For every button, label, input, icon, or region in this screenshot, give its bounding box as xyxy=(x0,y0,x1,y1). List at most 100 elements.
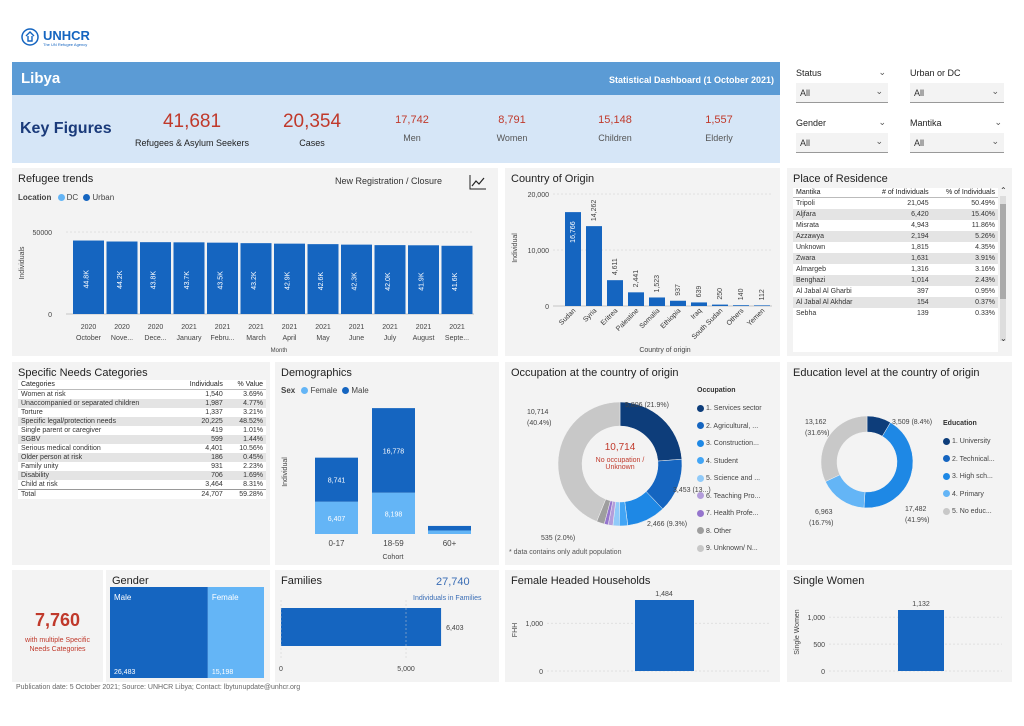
bar-label: 16,766 xyxy=(570,221,577,243)
slice-label: 3,509 (8.4%) xyxy=(892,419,932,426)
slicer-status[interactable]: Status ⌄ All ⌄ xyxy=(790,63,894,107)
table-row: Older person at risk 186 0.45% xyxy=(18,453,266,462)
chevron-down-icon[interactable]: ⌄ xyxy=(994,117,1002,127)
donut-slice xyxy=(825,474,866,509)
line-chart-icon[interactable] xyxy=(469,174,487,190)
legend-item[interactable]: 1. University xyxy=(943,433,995,451)
bar xyxy=(274,243,305,314)
slicer-mantika-label: Mantika xyxy=(910,118,942,128)
x-tick-label: 0 xyxy=(279,666,283,673)
legend-item[interactable]: 5. Science and ... xyxy=(697,470,762,488)
slicer-status-value: All xyxy=(800,88,811,98)
kpi-cases-value: 20,354 xyxy=(282,111,342,132)
scroll-up-icon[interactable]: ⌃ xyxy=(1000,186,1007,195)
residence-scrollbar[interactable] xyxy=(1000,196,1006,341)
slicer-mantika-dropdown[interactable]: All ⌄ xyxy=(910,133,1004,153)
legend-item[interactable]: 2. Agricultural, ... xyxy=(697,418,762,436)
needs-col-categories[interactable]: Categories xyxy=(18,380,177,390)
bar xyxy=(635,600,694,671)
needs-cell: Women at risk xyxy=(21,391,66,398)
x-tick-label: August xyxy=(413,335,435,342)
residence-col-mantika[interactable]: Mantika xyxy=(793,188,869,198)
bar xyxy=(649,297,665,306)
table-row: Single parent or caregiver 419 1.01% xyxy=(18,426,266,435)
needs-col-percent[interactable]: % Value xyxy=(225,380,266,390)
needs-cell: Single parent or caregiver xyxy=(21,427,102,434)
slicer-gender-dropdown[interactable]: All ⌄ xyxy=(796,133,888,153)
x-tick-label: 2021 xyxy=(349,324,365,331)
chevron-down-icon: ⌄ xyxy=(991,86,999,96)
legend-item[interactable]: 2. Technical... xyxy=(943,451,995,469)
dashboard-subtitle: Statistical Dashboard (1 October 2021) xyxy=(608,75,774,85)
treemap-male xyxy=(110,587,208,678)
legend-item[interactable]: 3. Construction... xyxy=(697,435,762,453)
x-tick-label: 2021 xyxy=(248,324,264,331)
legend-swatch xyxy=(943,490,950,498)
residence-cell: 154 xyxy=(868,297,932,308)
residence-cell: Benghazi xyxy=(793,275,869,286)
kpi-elderly-label: Elderly xyxy=(705,133,733,143)
x-tick-label: Yemen xyxy=(746,307,766,327)
x-tick-label: 2021 xyxy=(449,324,465,331)
slicer-gender-value: All xyxy=(800,138,811,148)
residence-table-wrap[interactable]: Mantika # of Individuals % of Individual… xyxy=(793,188,998,352)
needs-cell: 3.21% xyxy=(243,409,263,416)
slicer-gender[interactable]: Gender ⌄ All ⌄ xyxy=(790,113,894,157)
slicer-urban-dc-dropdown[interactable]: All ⌄ xyxy=(910,83,1004,103)
needs-cell: 1,987 xyxy=(176,399,226,408)
legend-swatch xyxy=(697,422,704,430)
table-row: Torture 1,337 3.21% xyxy=(18,408,266,417)
page-title: Libya xyxy=(21,70,61,87)
occupation-center: 10,714 No occupation / Unknown xyxy=(575,442,665,471)
legend-urban-swatch xyxy=(83,194,91,202)
bar xyxy=(307,244,339,314)
legend-item[interactable]: 5. No educ... xyxy=(943,503,995,521)
bar-label: 6,407 xyxy=(328,516,346,523)
needs-cell: SGBV xyxy=(18,435,177,444)
residence-scrollbar-thumb[interactable] xyxy=(1000,204,1006,299)
y-tick-label: 1,000 xyxy=(807,615,825,622)
specific-needs-panel: Specific Needs Categories Categories Ind… xyxy=(12,362,270,565)
residence-cell: 1,815 xyxy=(911,244,929,251)
needs-cell: 1.69% xyxy=(225,471,266,480)
residence-col-individuals[interactable]: # of Individuals xyxy=(868,188,932,198)
legend-item[interactable]: 4. Primary xyxy=(943,486,995,504)
residence-cell: 0.95% xyxy=(975,288,995,295)
residence-cell: 3.16% xyxy=(975,266,995,273)
bar-label: 42.3K xyxy=(352,272,359,291)
kpi-refugees-label: Refugees & Asylum Seekers xyxy=(134,138,250,148)
legend-item[interactable]: 7. Health Profe... xyxy=(697,505,762,523)
legend-item[interactable]: 1. Services sector xyxy=(697,400,762,418)
chevron-down-icon[interactable]: ⌄ xyxy=(878,67,886,77)
legend-item[interactable]: 8. Other xyxy=(697,523,762,541)
needs-cell: 419 xyxy=(211,427,223,434)
table-row: Sebha 139 0.33% xyxy=(793,308,998,319)
scroll-down-icon[interactable]: ⌄ xyxy=(1000,334,1007,343)
needs-cell: Family unity xyxy=(21,463,59,470)
legend-item[interactable]: 4. Student xyxy=(697,453,762,471)
slicer-urban-dc[interactable]: Urban or DC All ⌄ xyxy=(904,63,1010,107)
kpi-women-value: 8,791 xyxy=(498,114,526,126)
bar xyxy=(240,243,272,314)
legend-swatch xyxy=(943,455,950,463)
kpi-children-value: 15,148 xyxy=(598,114,632,126)
needs-col-individuals[interactable]: Individuals xyxy=(176,380,226,390)
legend-label: 7. Health Profe... xyxy=(706,510,759,517)
bar-female xyxy=(428,530,471,534)
demographics-chart: 6,407 8,741 0-17 8,198 16,778 18-59 60+ Cohort I… xyxy=(282,408,471,561)
legend-item[interactable]: 3. High sch... xyxy=(943,468,995,486)
legend-item[interactable]: 9. Unknown/ N... xyxy=(697,540,762,558)
x-tick-label: 5,000 xyxy=(397,666,415,673)
new-registration-toggle[interactable]: New Registration / Closure xyxy=(335,176,443,186)
residence-col-percent[interactable]: % of Individuals xyxy=(931,188,998,198)
needs-total-percent: 59.28% xyxy=(239,491,263,498)
legend-item[interactable]: 6. Teaching Pro... xyxy=(697,488,762,506)
legend-label: 3. Construction... xyxy=(706,440,759,447)
place-of-residence-title: Place of Residence xyxy=(793,173,888,185)
slicer-mantika[interactable]: Mantika ⌄ All ⌄ xyxy=(904,113,1010,157)
legend-label: 3. High sch... xyxy=(952,473,993,480)
chevron-down-icon[interactable]: ⌄ xyxy=(878,117,886,127)
bar-male xyxy=(372,408,415,493)
needs-cell: Unaccompanied or separated children xyxy=(18,399,177,408)
slicer-status-dropdown[interactable]: All ⌄ xyxy=(796,83,888,103)
